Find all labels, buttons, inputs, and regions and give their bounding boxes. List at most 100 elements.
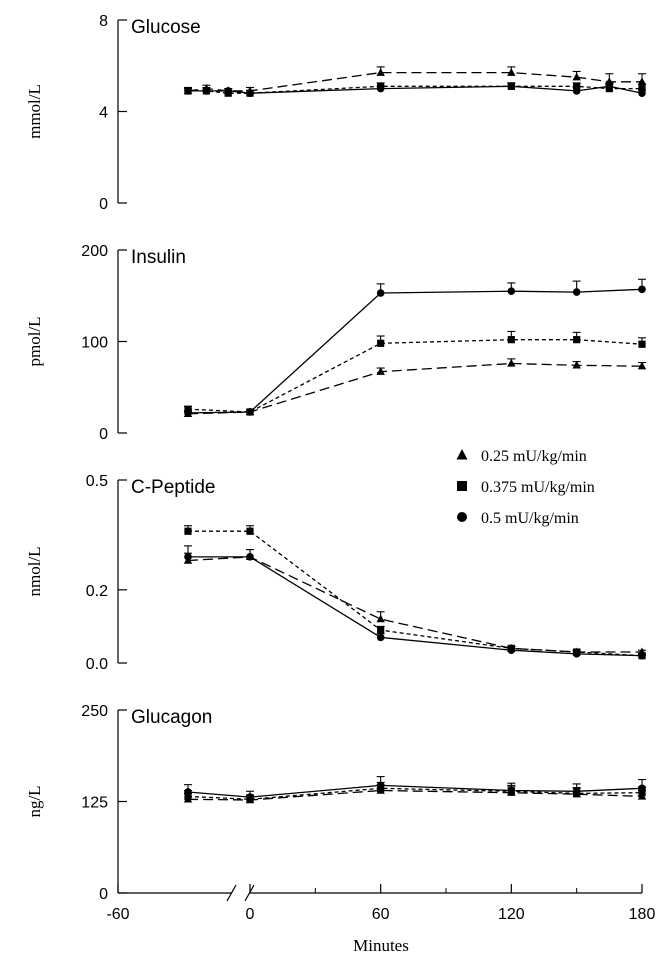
data-point-circle [202, 87, 211, 95]
series-line [187, 784, 643, 798]
panel-glucose: 0 4 8 mmol/L Glucose [25, 13, 647, 213]
data-point-circle [638, 89, 646, 97]
y-tick-label: 200 [81, 243, 108, 260]
y-axis-label: pmol/L [25, 316, 44, 366]
data-point-circle [184, 553, 192, 561]
y-tick-label: 0.0 [86, 656, 108, 673]
data-point-circle [376, 781, 385, 790]
series-line [187, 288, 643, 414]
series-line [187, 556, 642, 653]
data-point-square [638, 789, 646, 797]
legend-marker-triangle [456, 449, 468, 460]
panel-title: Glucagon [131, 707, 212, 728]
data-point-triangle [376, 614, 385, 623]
y-tick-label: 0 [99, 886, 108, 903]
data-point-circle [605, 82, 614, 91]
data-point-circle [184, 409, 192, 417]
y-tick-label: 8 [99, 13, 108, 30]
data-point-triangle [637, 361, 647, 370]
panel-title: C-Peptide [131, 477, 216, 498]
data-point-triangle [572, 72, 581, 81]
data-point-circle [246, 793, 254, 801]
data-point-circle [572, 787, 581, 796]
data-point-circle [246, 553, 254, 561]
data-point-triangle [572, 360, 581, 369]
data-point-circle [507, 287, 516, 295]
data-point-circle [184, 87, 192, 95]
series-circle [184, 82, 646, 97]
series-line [187, 787, 643, 800]
x-tick-label: 180 [629, 906, 656, 923]
y-tick-label: 0 [99, 196, 108, 213]
data-point-square [573, 336, 581, 344]
series-circle [184, 545, 646, 660]
data-point-circle [507, 646, 516, 654]
data-point-circle [507, 786, 516, 795]
panel-glucagon: 0 125 250 ng/L Glucagon [25, 703, 647, 903]
data-point-circle [638, 651, 646, 660]
series-line [187, 71, 642, 92]
legend-label: 0.25 mU/kg/min [481, 448, 587, 465]
data-point-square [638, 85, 646, 93]
data-point-circle [572, 650, 581, 658]
y-tick-label: 100 [81, 335, 108, 352]
panel-title: Glucose [131, 17, 201, 38]
data-point-square [573, 82, 581, 90]
y-tick-label: 125 [81, 795, 108, 812]
data-point-circle [376, 289, 385, 297]
data-point-circle [572, 288, 581, 296]
series-line [187, 339, 643, 413]
legend-label: 0.375 mU/kg/min [481, 479, 595, 496]
data-point-triangle [376, 68, 385, 76]
data-point-circle [638, 285, 646, 294]
data-point-square [246, 527, 254, 535]
x-tick-label: 0 [246, 906, 255, 923]
data-point-circle [638, 784, 646, 793]
panel-title: Insulin [131, 247, 186, 268]
data-point-square [377, 339, 385, 347]
data-point-circle [376, 633, 385, 642]
data-point-circle [184, 788, 192, 796]
data-point-circle [224, 87, 233, 95]
data-point-circle [507, 82, 516, 91]
x-axis-label: Minutes [353, 936, 409, 955]
panel-c-peptide: 0.0 0.2 0.5 nmol/L C-Peptide [25, 473, 647, 673]
data-point-square [184, 792, 192, 800]
data-point-triangle [507, 68, 516, 76]
legend-marker-circle [457, 512, 467, 522]
panel-insulin: 0 100 200 pmol/L Insulin [25, 243, 647, 443]
series-square [184, 525, 646, 660]
y-tick-label: 0 [99, 426, 108, 443]
series-circle [184, 776, 646, 801]
series-circle [184, 278, 646, 417]
y-tick-label: 0.2 [86, 583, 108, 600]
series-square [184, 330, 646, 416]
y-axis-label: nmol/L [25, 546, 44, 596]
legend-label: 0.5 mU/kg/min [481, 510, 579, 527]
data-point-triangle [637, 77, 647, 85]
series-line [187, 789, 643, 801]
y-axis-label: mmol/L [25, 84, 44, 139]
data-point-square [638, 340, 646, 348]
data-point-triangle [376, 367, 385, 375]
data-point-circle [376, 84, 385, 93]
y-tick-label: 0.5 [86, 473, 108, 490]
y-axis-label: ng/L [25, 785, 44, 817]
axis-break-mark [226, 884, 237, 902]
data-point-square [184, 527, 192, 535]
series-line [188, 530, 643, 657]
data-point-triangle [507, 358, 516, 367]
y-tick-label: 250 [81, 703, 108, 720]
y-tick-label: 4 [99, 105, 108, 122]
legend-marker-square [457, 481, 467, 491]
x-axis: -60 0 60 120 180 Minutes [106, 884, 655, 955]
data-point-circle [246, 89, 254, 97]
data-point-square [507, 336, 515, 344]
data-point-circle [246, 408, 254, 416]
x-tick-label: 120 [498, 906, 525, 923]
x-tick-label: 60 [372, 906, 390, 923]
x-tick-label: -60 [106, 906, 129, 923]
data-point-square [377, 626, 385, 634]
series-triangle [183, 548, 647, 656]
